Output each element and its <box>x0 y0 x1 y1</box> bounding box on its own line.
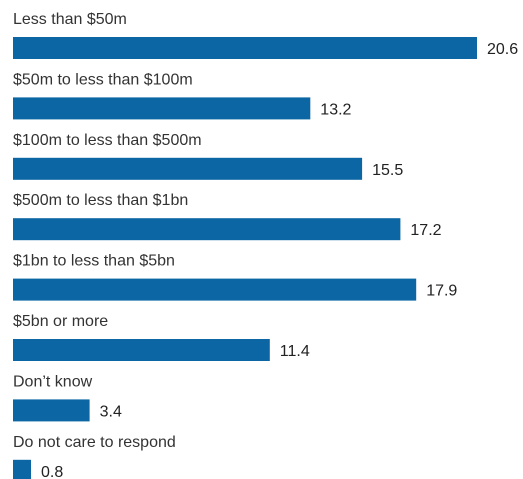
value-label: 17.9 <box>426 283 457 300</box>
category-label: $100m to less than $500m <box>13 132 202 149</box>
bar <box>13 399 90 422</box>
bar <box>13 157 363 180</box>
value-label: 17.2 <box>410 222 441 239</box>
bar <box>13 97 311 120</box>
bar <box>13 278 417 301</box>
bar <box>13 339 270 361</box>
bar <box>13 37 477 59</box>
value-label: 20.6 <box>487 41 518 58</box>
category-label: $500m to less than $1bn <box>13 192 188 209</box>
category-label: $5bn or more <box>13 313 108 330</box>
value-label: 11.4 <box>280 343 310 360</box>
category-label: Don’t know <box>13 373 93 390</box>
bar <box>13 459 31 479</box>
category-label: $50m to less than $100m <box>13 71 193 88</box>
value-label: 13.2 <box>320 101 351 118</box>
category-label: Do not care to respond <box>13 434 176 451</box>
value-label: 3.4 <box>100 403 122 420</box>
category-label: $1bn to less than $5bn <box>13 253 175 270</box>
value-label: 15.5 <box>372 162 403 179</box>
bar <box>13 218 401 241</box>
value-label: 0.8 <box>41 464 63 479</box>
category-label: Less than $50m <box>13 11 127 28</box>
